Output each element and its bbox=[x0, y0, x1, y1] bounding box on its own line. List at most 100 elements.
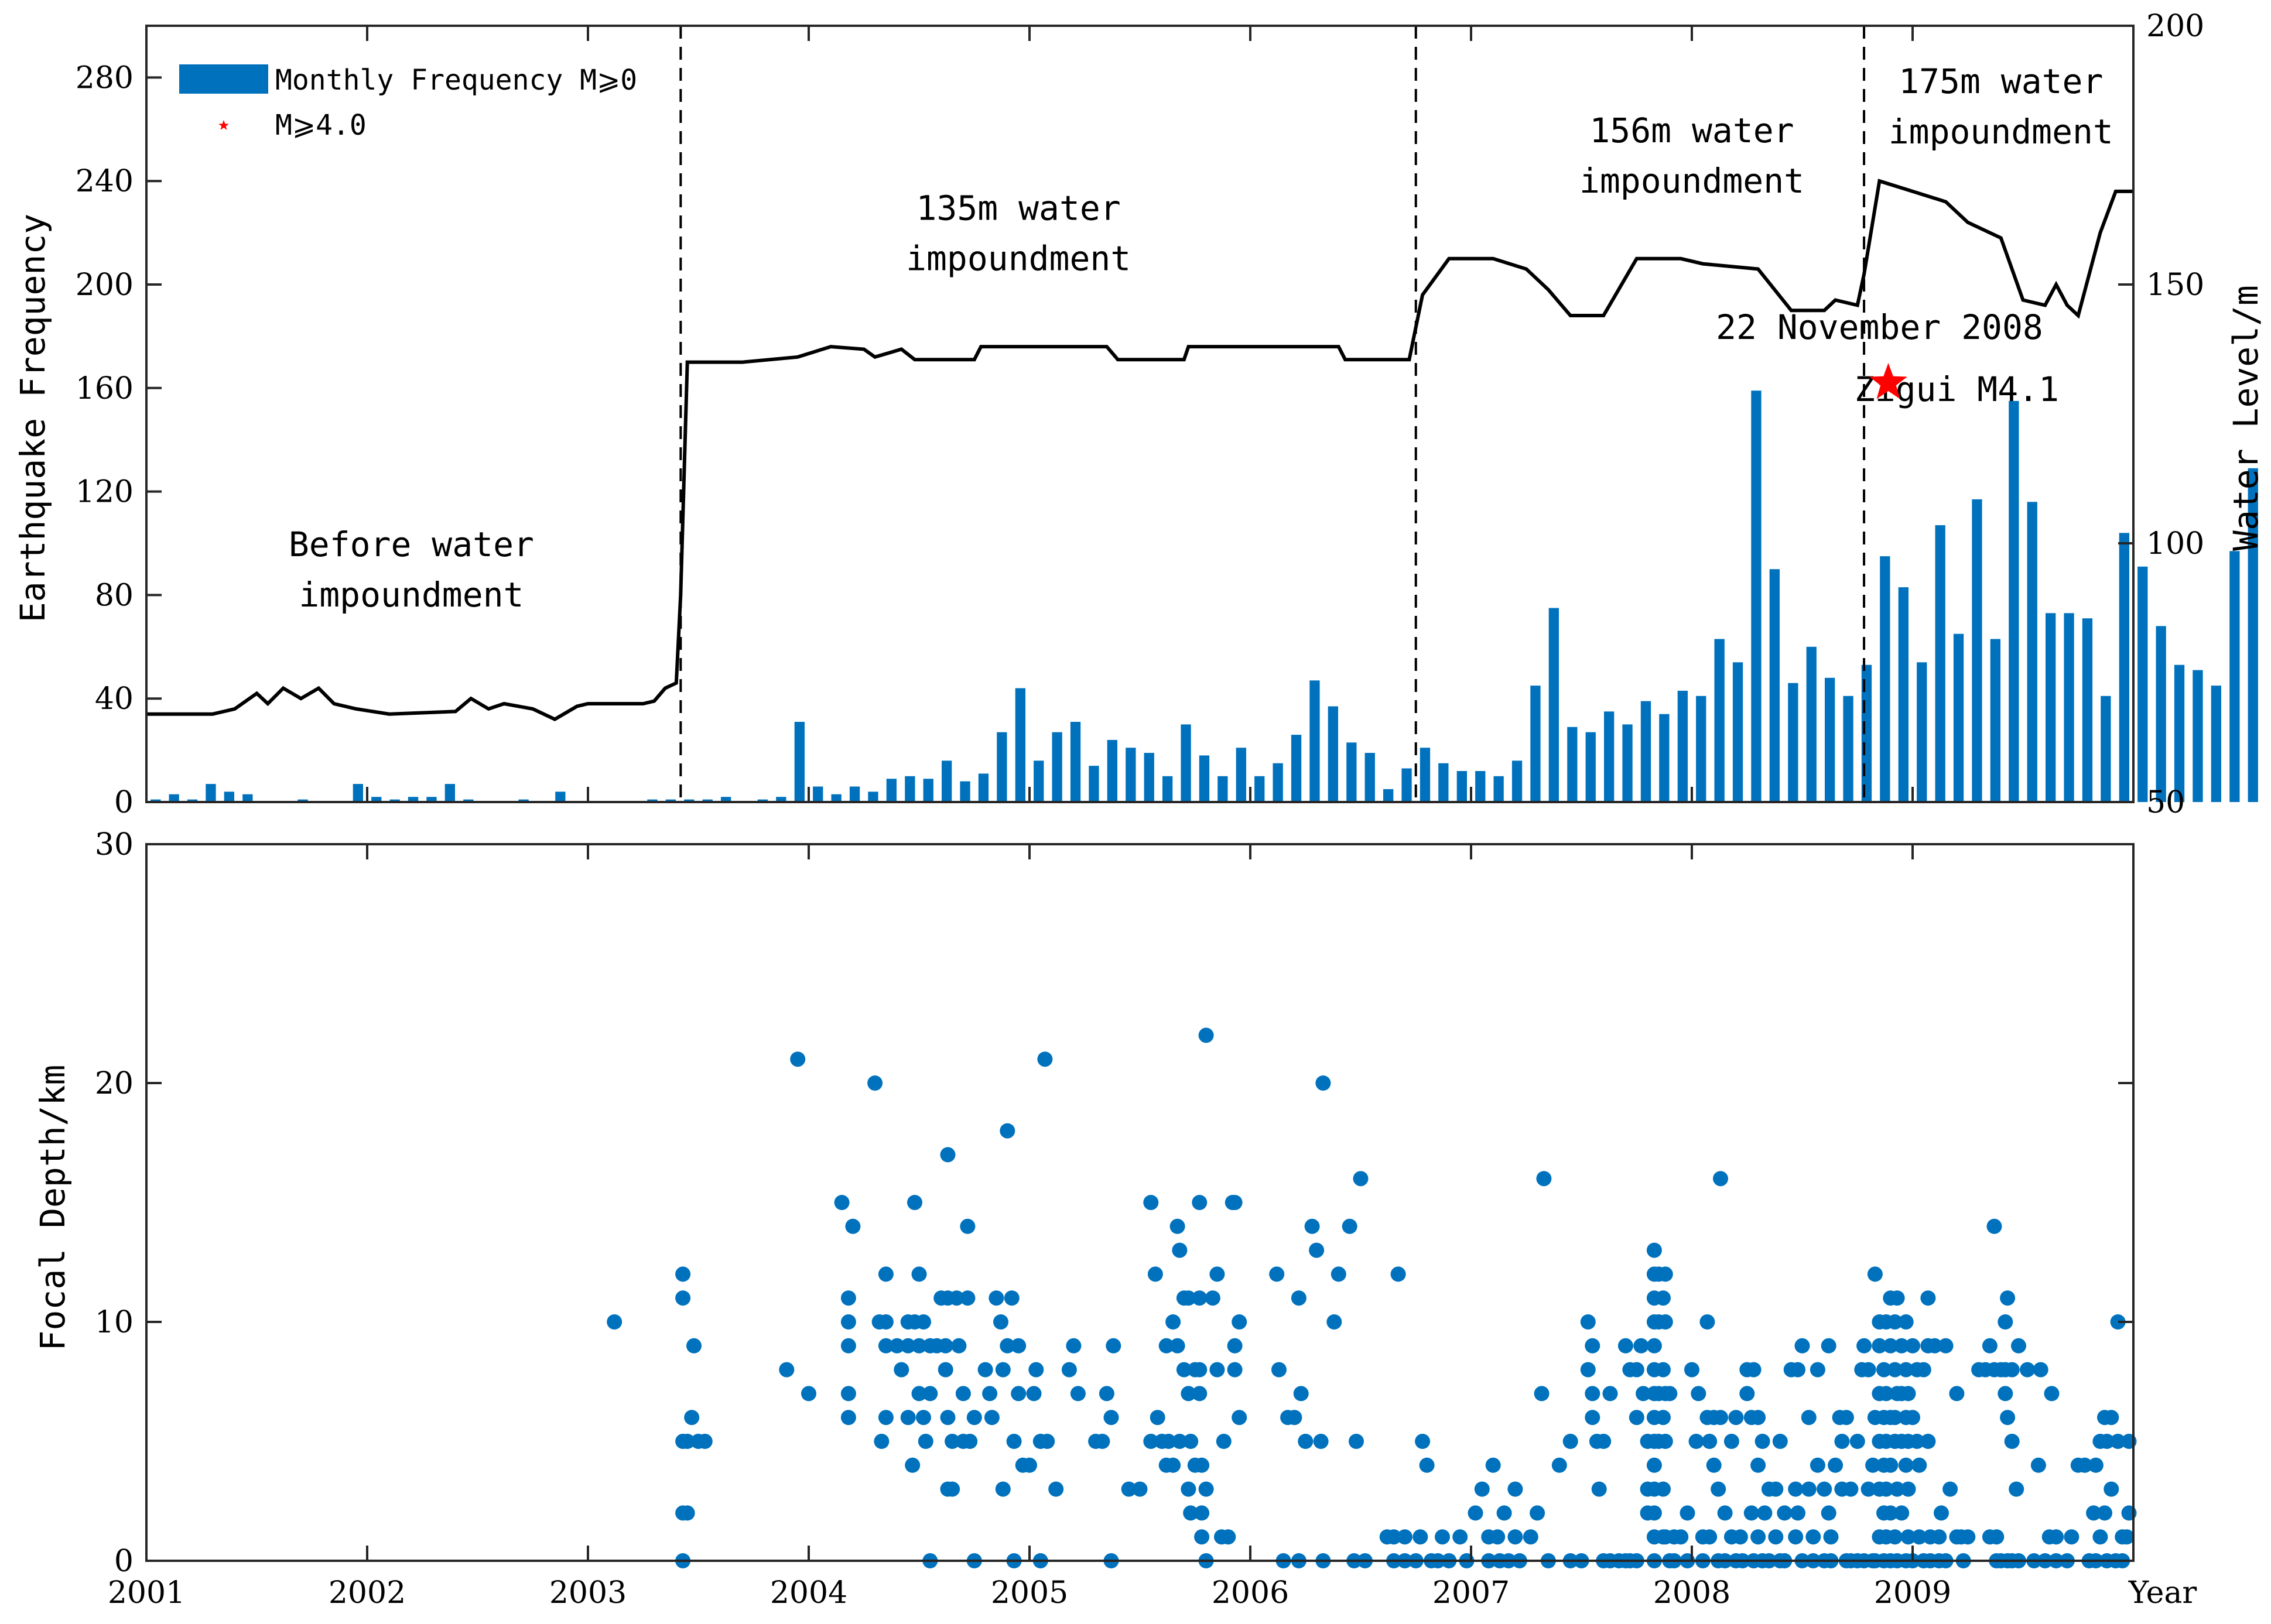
earthquake-point bbox=[1629, 1410, 1644, 1426]
earthquake-point bbox=[1026, 1386, 1042, 1402]
phase-annotation: 135m water impoundment bbox=[906, 189, 1131, 279]
earthquake-point bbox=[1397, 1529, 1412, 1545]
x-tick-label: 2002 bbox=[329, 1575, 406, 1611]
earthquake-point bbox=[1106, 1338, 1121, 1354]
frequency-bar bbox=[647, 799, 658, 802]
earthquake-point bbox=[1750, 1457, 1766, 1473]
earthquake-point bbox=[1883, 1505, 1899, 1521]
earthquake-point bbox=[1887, 1410, 1903, 1426]
earthquake-point bbox=[1942, 1481, 1958, 1497]
earthquake-point bbox=[1353, 1171, 1369, 1187]
earthquake-point bbox=[911, 1338, 927, 1354]
top-plot-frame bbox=[145, 25, 2135, 803]
earthquake-point bbox=[989, 1290, 1004, 1306]
earthquake-point bbox=[1702, 1434, 1718, 1449]
earthquake-point bbox=[1828, 1457, 1844, 1473]
frequency-bar bbox=[1880, 556, 1890, 802]
frequency-bar bbox=[1751, 390, 1762, 802]
earthquake-point bbox=[1883, 1457, 1899, 1473]
frequency-bar bbox=[1420, 748, 1431, 802]
x-tick-label: 2003 bbox=[549, 1575, 627, 1611]
frequency-bar bbox=[1990, 639, 2000, 802]
earthquake-point bbox=[1313, 1434, 1329, 1449]
earthquake-point bbox=[2097, 1505, 2112, 1521]
frequency-bar bbox=[2229, 551, 2240, 802]
earthquake-point bbox=[1898, 1314, 1914, 1330]
earthquake-point bbox=[1636, 1386, 1651, 1402]
y-tick-label: 200 bbox=[76, 268, 134, 303]
frequency-bar bbox=[1917, 662, 1927, 802]
earthquake-point bbox=[1794, 1338, 1810, 1354]
earthquake-point bbox=[916, 1314, 931, 1330]
y-tick-label: 30 bbox=[95, 827, 134, 862]
earthquake-point bbox=[1150, 1410, 1165, 1426]
earthquake-point bbox=[1011, 1338, 1027, 1354]
earthquake-point bbox=[1419, 1457, 1435, 1473]
earthquake-point bbox=[1821, 1505, 1836, 1521]
earthquake-point bbox=[1095, 1434, 1110, 1449]
earthquake-point bbox=[686, 1338, 702, 1354]
earthquake-point bbox=[1232, 1410, 1247, 1426]
earthquake-point bbox=[977, 1362, 993, 1378]
earthquake-point bbox=[1986, 1218, 2002, 1234]
earthquake-point bbox=[1657, 1266, 1673, 1282]
frequency-bar bbox=[960, 781, 970, 802]
legend-label-monthly-frequency: Monthly Frequency M⩾0 bbox=[275, 64, 637, 97]
earthquake-point bbox=[1656, 1290, 1671, 1306]
frequency-bar bbox=[684, 799, 695, 802]
year-axis-ticks: 2001 2002 2003 2004 2005 2006 2007 2008 2009 Year bbox=[108, 26, 2197, 1611]
earthquake-point bbox=[940, 1410, 956, 1426]
earthquake-point bbox=[1706, 1457, 1722, 1473]
frequency-bar bbox=[2248, 468, 2258, 802]
earthquake-point bbox=[1916, 1362, 1931, 1378]
earthquake-point bbox=[1194, 1457, 1210, 1473]
earthquake-point bbox=[940, 1147, 956, 1163]
earthquake-point bbox=[938, 1338, 953, 1354]
earthquake-point bbox=[840, 1386, 856, 1402]
earthquake-point bbox=[1390, 1266, 1406, 1282]
y-axis-label-earthquake-frequency: Earthquake Frequency bbox=[13, 214, 53, 622]
earthquake-point bbox=[960, 1290, 976, 1306]
earthquake-point bbox=[1894, 1505, 1910, 1521]
frequency-bar bbox=[665, 799, 676, 802]
earthquake-point bbox=[2004, 1434, 2020, 1449]
earthquake-point bbox=[1743, 1505, 1759, 1521]
frequency-bar bbox=[1181, 724, 1191, 802]
frequency-bar bbox=[2027, 502, 2037, 802]
earthquake-point bbox=[1315, 1075, 1331, 1091]
frequency-bar bbox=[169, 794, 179, 802]
frequency-bar bbox=[1953, 633, 1964, 802]
earthquake-point bbox=[922, 1386, 938, 1402]
frequency-bar bbox=[2082, 618, 2093, 802]
earthquake-point bbox=[1856, 1338, 1872, 1354]
earthquake-point bbox=[960, 1218, 976, 1234]
earthquake-point bbox=[2020, 1362, 2035, 1378]
frequency-bar bbox=[868, 792, 878, 802]
earthquake-point bbox=[801, 1386, 816, 1402]
earthquake-point bbox=[918, 1434, 933, 1449]
earthquake-point bbox=[1982, 1338, 1998, 1354]
earthquake-point bbox=[1165, 1314, 1181, 1330]
earthquake-point bbox=[951, 1338, 967, 1354]
earthquake-point bbox=[878, 1410, 894, 1426]
water-level-axis-ticks: 50 100 150 200 bbox=[2118, 9, 2204, 820]
x-tick-label: 2009 bbox=[1874, 1575, 1951, 1611]
earthquake-point bbox=[1772, 1434, 1788, 1449]
earthquake-point bbox=[2009, 1481, 2024, 1497]
y-tick-label: 240 bbox=[76, 164, 134, 199]
earthquake-point bbox=[675, 1266, 691, 1282]
earthquake-point bbox=[1911, 1529, 1927, 1545]
earthquake-point bbox=[2048, 1529, 2064, 1545]
earthquake-point bbox=[1898, 1457, 1914, 1473]
earthquake-point bbox=[1198, 1481, 1214, 1497]
earthquake-point bbox=[1349, 1434, 1364, 1449]
earthquake-point bbox=[697, 1434, 713, 1449]
earthquake-point bbox=[1717, 1505, 1733, 1521]
earthquake-point bbox=[1066, 1338, 1082, 1354]
frequency-bar bbox=[1254, 776, 1265, 802]
focal-depth-scatter-points bbox=[607, 1027, 2137, 1568]
earthquake-point bbox=[1684, 1362, 1699, 1378]
earthquake-point bbox=[1412, 1529, 1428, 1545]
earthquake-point bbox=[1750, 1410, 1766, 1426]
phase-annotation: 156m water impoundment bbox=[1579, 111, 1804, 201]
